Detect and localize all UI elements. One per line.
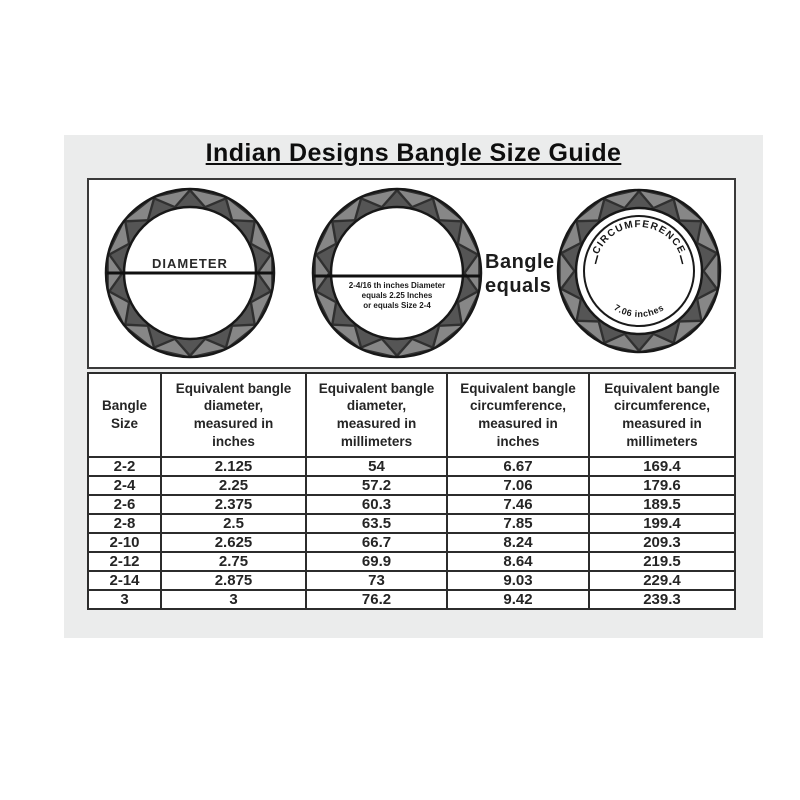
table-cell: 73 — [305, 570, 448, 591]
table-row: 2-2 2.125 54 6.67 169.4 — [87, 456, 736, 477]
table-row: 2-6 2.375 60.3 7.46 189.5 — [87, 494, 736, 515]
table-cell: 63.5 — [305, 513, 448, 534]
table-cell: 239.3 — [588, 589, 736, 610]
table-cell: 60.3 — [305, 494, 448, 515]
table-cell: 2-8 — [87, 513, 162, 534]
table-cell: 7.85 — [446, 513, 590, 534]
page-title: Indian Designs Bangle Size Guide — [205, 139, 622, 167]
example-caption-line: or equals Size 2-4 — [363, 301, 431, 310]
size-table: Bangle Size Equivalent bangle diameter, m… — [87, 372, 736, 610]
table-cell: 2.625 — [160, 532, 307, 553]
table-row: 2-12 2.75 69.9 8.64 219.5 — [87, 551, 736, 572]
table-cell: 2-2 — [87, 456, 162, 477]
table-cell: 9.42 — [446, 589, 590, 610]
table-cell: 57.2 — [305, 475, 448, 496]
example-caption-line: equals 2.25 Inches — [362, 291, 433, 300]
column-header: Bangle Size — [87, 372, 162, 458]
table-row: 2-4 2.25 57.2 7.06 179.6 — [87, 475, 736, 496]
table-cell: 2.75 — [160, 551, 307, 572]
bangle-equals-label: Bangle — [485, 251, 555, 273]
table-cell: 76.2 — [305, 589, 448, 610]
table-cell: 8.64 — [446, 551, 590, 572]
column-header: Equivalent bangle circumference, measure… — [446, 372, 590, 458]
diameter-label: DIAMETER — [152, 256, 228, 271]
table-cell: 2-14 — [87, 570, 162, 591]
table-cell: 209.3 — [588, 532, 736, 553]
table-cell: 2-6 — [87, 494, 162, 515]
table-cell: 199.4 — [588, 513, 736, 534]
bangle-equals-label: equals — [485, 275, 551, 297]
example-caption-line: 2-4/16 th inches Diameter — [349, 281, 445, 290]
table-row: 2-10 2.625 66.7 8.24 209.3 — [87, 532, 736, 553]
bangle-diagram-box: DIAMETER 2-4/16 th inches Diameter equals … — [87, 178, 736, 369]
circumference-inner-circle — [583, 215, 695, 327]
table-cell: 7.06 — [446, 475, 590, 496]
table-header-row: Bangle Size Equivalent bangle diameter, m… — [87, 372, 736, 458]
table-cell: 189.5 — [588, 494, 736, 515]
column-header: Equivalent bangle diameter, measured in … — [305, 372, 448, 458]
table-cell: 7.46 — [446, 494, 590, 515]
table-cell: 2-12 — [87, 551, 162, 572]
table-row: 2-14 2.875 73 9.03 229.4 — [87, 570, 736, 591]
table-cell: 8.24 — [446, 532, 590, 553]
column-header: Equivalent bangle circumference, measure… — [588, 372, 736, 458]
table-cell: 2.5 — [160, 513, 307, 534]
table-cell: 229.4 — [588, 570, 736, 591]
size-guide-panel: Indian Designs Bangle Size Guide DIAMETE… — [64, 135, 763, 638]
table-cell: 54 — [305, 456, 448, 477]
table-cell: 169.4 — [588, 456, 736, 477]
table-cell: 2-4 — [87, 475, 162, 496]
table-cell: 2.125 — [160, 456, 307, 477]
table-cell: 9.03 — [446, 570, 590, 591]
bangle-diagram: DIAMETER 2-4/16 th inches Diameterequals … — [104, 187, 722, 359]
table-cell: 2.375 — [160, 494, 307, 515]
table-cell: 69.9 — [305, 551, 448, 572]
table-row: 2-8 2.5 63.5 7.85 199.4 — [87, 513, 736, 534]
table-cell: 66.7 — [305, 532, 448, 553]
table-cell: 3 — [87, 589, 162, 610]
table-cell: 179.6 — [588, 475, 736, 496]
arc-label-dash — [594, 255, 599, 265]
table-row: 3 3 76.2 9.42 239.3 — [87, 589, 736, 610]
bangle-ring — [311, 187, 483, 359]
table-cell: 6.67 — [446, 456, 590, 477]
table-cell: 2.25 — [160, 475, 307, 496]
table-cell: 2.875 — [160, 570, 307, 591]
column-header: Equivalent bangle diameter, measured in … — [160, 372, 307, 458]
table-cell: 3 — [160, 589, 307, 610]
table-cell: 219.5 — [588, 551, 736, 572]
bangle-ring — [556, 188, 722, 354]
table-cell: 2-10 — [87, 532, 162, 553]
arc-label-dash — [679, 255, 684, 265]
